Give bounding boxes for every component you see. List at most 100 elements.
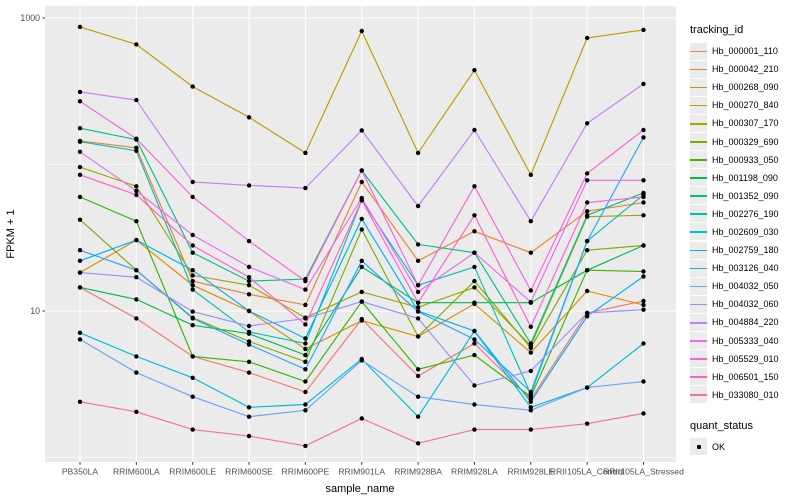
data-point <box>77 270 83 275</box>
data-point <box>190 84 195 89</box>
data-point <box>190 316 195 321</box>
data-point <box>77 330 83 335</box>
data-point <box>584 171 590 176</box>
legend-key-icon <box>690 313 707 331</box>
legend-item-label: Hb_004032_050 <box>712 281 779 292</box>
data-point <box>641 411 646 416</box>
data-point <box>415 283 421 288</box>
y-tick-label: 10 <box>30 306 40 316</box>
data-point <box>303 443 308 449</box>
data-point <box>641 307 646 312</box>
data-point <box>641 135 646 140</box>
data-point <box>359 318 364 323</box>
legend-item-label: Hb_000270_840 <box>712 100 779 111</box>
data-point <box>528 341 533 346</box>
data-point <box>303 367 308 372</box>
x-axis-tick-labels: PB350LA RRIM600LA RRIM600LE RRIM600SE RRIM60… <box>62 467 684 477</box>
data-point <box>303 359 308 364</box>
y-tick-label: 1000 <box>20 13 40 23</box>
data-point <box>472 337 477 342</box>
legend-key-icon <box>690 169 707 187</box>
data-point <box>77 194 83 200</box>
data-point <box>415 258 421 263</box>
data-point <box>528 324 533 329</box>
data-point <box>77 89 83 95</box>
legend-key-icon <box>690 295 707 313</box>
line-swatch-icon <box>690 394 707 396</box>
line-swatch-icon <box>690 358 707 360</box>
data-point <box>77 126 83 131</box>
line-swatch-icon <box>690 285 707 288</box>
y-axis-tick-labels: 1000 10 <box>20 13 40 316</box>
data-point <box>584 421 590 426</box>
data-point <box>190 309 195 314</box>
line-swatch-icon <box>690 267 707 270</box>
tracking-id-items: Hb_000001_110 Hb_000042_210 Hb_000268_090 H… <box>690 42 800 404</box>
data-point <box>359 358 364 363</box>
data-point <box>472 383 477 388</box>
data-point <box>641 298 646 304</box>
data-point <box>77 139 83 144</box>
legend-item-Hb_004032_050: Hb_004032_050 <box>690 277 800 295</box>
line-swatch-icon <box>690 249 707 252</box>
plot-area: PB350LA RRIM600LA RRIM600LE RRIM600SE RRIM60… <box>5 6 684 495</box>
data-point <box>415 289 421 295</box>
data-point <box>528 427 533 432</box>
data-point <box>246 308 252 314</box>
legend-item-Hb_000329_690: Hb_000329_690 <box>690 132 800 151</box>
data-point <box>134 409 139 414</box>
data-point <box>359 28 364 34</box>
data-point <box>528 368 533 374</box>
legend-item-label: Hb_001352_090 <box>712 190 779 201</box>
data-point <box>134 136 139 141</box>
data-point <box>303 379 308 384</box>
line-swatch-icon <box>690 104 707 107</box>
legend-item-Hb_003126_040: Hb_003126_040 <box>690 259 800 277</box>
x-tick-label: RRIM928LA <box>451 467 498 477</box>
data-point <box>415 309 421 314</box>
data-point <box>359 264 364 270</box>
legend-key-icon <box>690 350 707 368</box>
data-point <box>134 219 139 224</box>
legend-item-Hb_000042_210: Hb_000042_210 <box>690 60 800 78</box>
data-point <box>246 323 252 329</box>
data-point <box>246 414 252 419</box>
data-point <box>246 329 252 335</box>
quant-status-block: quant_status OK <box>690 420 800 456</box>
data-point <box>584 288 590 294</box>
data-point <box>246 115 252 120</box>
data-point <box>303 352 308 358</box>
legend-key-icon <box>690 187 707 205</box>
data-point <box>246 238 252 244</box>
legend-item-label: Hb_000933_050 <box>712 154 779 165</box>
data-point <box>190 287 195 292</box>
data-point <box>472 278 477 284</box>
data-point <box>303 346 308 352</box>
data-point <box>641 127 646 133</box>
data-point <box>190 354 195 359</box>
line-swatch-icon <box>690 213 707 215</box>
legend-item-Hb_000270_840: Hb_000270_840 <box>690 96 800 114</box>
legend-key-icon <box>690 205 707 223</box>
x-tick-label: RRIM928LE <box>507 467 554 477</box>
data-point <box>472 402 477 407</box>
legend-item-label: Hb_033080_010 <box>712 389 779 400</box>
data-point <box>134 370 139 375</box>
legend-key-icon <box>690 60 707 78</box>
data-point <box>190 243 195 248</box>
data-point <box>77 217 83 222</box>
data-point <box>641 81 646 87</box>
legend-key-icon <box>690 332 707 350</box>
data-point <box>190 250 195 255</box>
legend-key-icon <box>690 241 707 259</box>
legend-item-label: Hb_000268_090 <box>712 82 779 93</box>
data-point <box>415 334 421 339</box>
legend-item-label: Hb_006501_150 <box>712 371 779 382</box>
line-swatch-icon <box>690 50 707 53</box>
data-point <box>134 354 139 359</box>
data-point <box>134 42 139 47</box>
legend-key-icon <box>690 42 707 60</box>
legend-item-Hb_001198_090: Hb_001198_090 <box>690 169 800 187</box>
legend-item-label: Hb_005529_010 <box>712 353 779 364</box>
